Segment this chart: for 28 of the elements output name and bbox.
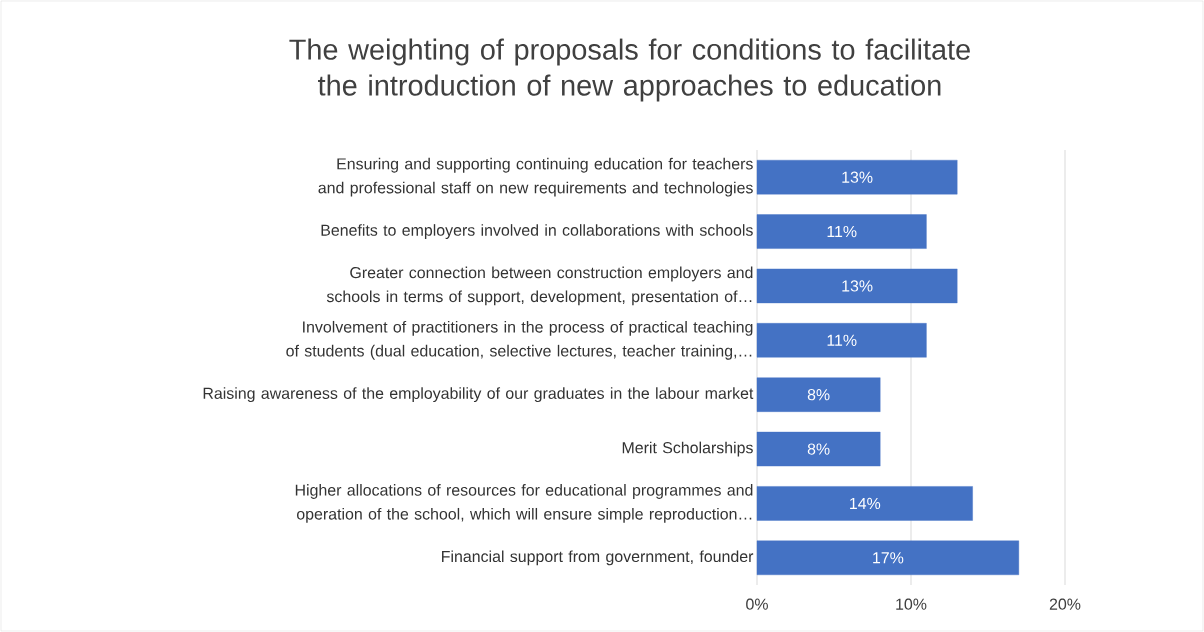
bar: [756, 159, 958, 195]
y-tick-label: Involvement of practitioners in the process of practical teaching of students (dual education, selective lectures, teacher training,…: [286, 320, 753, 360]
x-tick-label: 10%: [896, 598, 927, 610]
y-tick-label: Benefits to employers involved in collaborations with schools: [321, 224, 753, 239]
bar: [756, 268, 958, 304]
data-label: 13%: [842, 280, 873, 292]
data-label: 11%: [827, 225, 857, 238]
y-tick-label: Greater connection between construction employers and schools in terms of support, development, presentation of…: [326, 266, 753, 306]
y-tick-label: Ensuring and supporting continuing education for teachers and professional staff on new requirements and technologies: [318, 157, 753, 197]
data-label: 11%: [827, 334, 857, 346]
bar: [756, 486, 973, 521]
bar: [756, 323, 927, 358]
bar: [756, 377, 881, 412]
y-tick-label: Financial support from government, founder: [442, 550, 754, 566]
bar: [756, 540, 1020, 575]
bar: [756, 214, 927, 249]
x-tick-label: 20%: [1049, 598, 1081, 610]
data-label: 17%: [873, 552, 904, 564]
bar: [756, 431, 881, 467]
x-tick-label: 0%: [746, 598, 768, 610]
y-tick-label: Higher allocations of resources for educational programmes and operation of the school, which will ensure simple reproduction…: [295, 484, 753, 523]
data-label: 14%: [850, 497, 881, 510]
chart-title: The weighting of proposals for conditions to facilitate the introduction of new approaches to education: [289, 38, 970, 102]
data-label: 13%: [842, 171, 873, 183]
y-tick-label: Merit Scholarships: [622, 441, 753, 457]
y-tick-label: Raising awareness of the employability of our graduates in the labour market: [203, 387, 754, 403]
data-label: 8%: [807, 443, 830, 455]
data-label: 8%: [807, 389, 830, 401]
